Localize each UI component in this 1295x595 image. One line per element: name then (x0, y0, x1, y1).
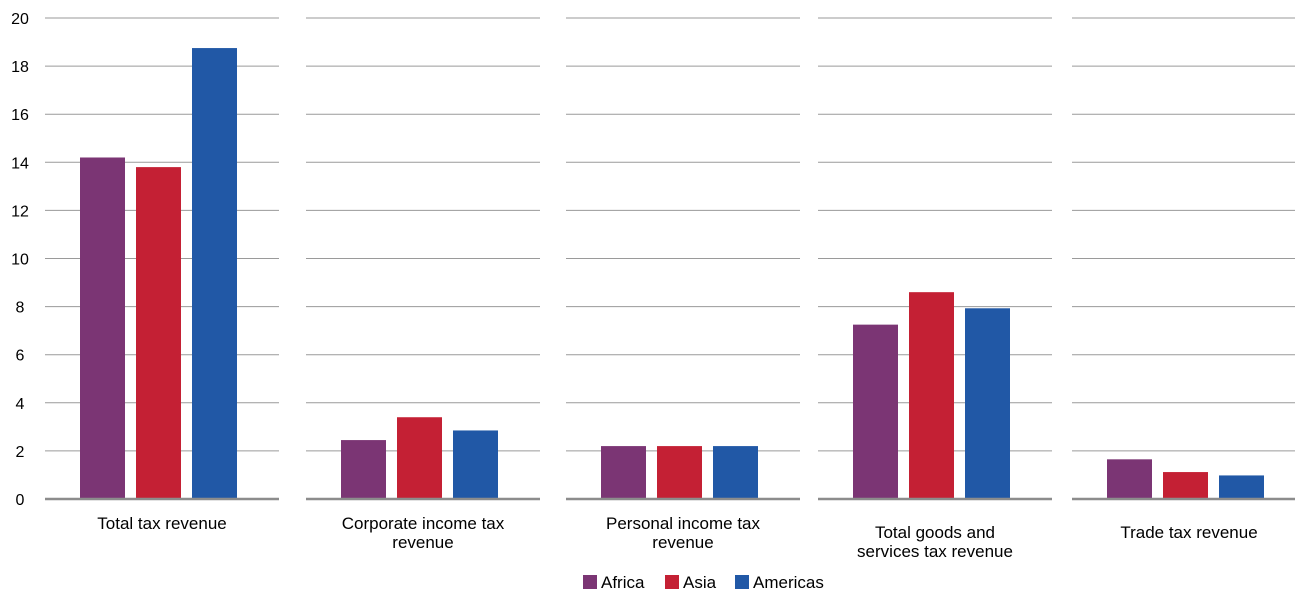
category-label-2: Personal income tax revenue (606, 514, 761, 552)
bar-africa-2 (601, 446, 646, 499)
legend-label-asia: Asia (683, 573, 717, 592)
bar-americas-2 (713, 446, 758, 499)
y-tick-label: 18 (11, 59, 29, 76)
category-label-0: Total tax revenue (97, 514, 226, 533)
y-tick-label: 10 (11, 252, 29, 269)
legend-label-africa: Africa (601, 573, 645, 592)
y-tick-label: 8 (16, 300, 25, 317)
bar-africa-1 (341, 440, 386, 499)
y-tick-label: 16 (11, 107, 29, 124)
bar-africa-4 (1107, 459, 1152, 499)
y-tick-label: 6 (16, 348, 25, 365)
bar-americas-1 (453, 430, 498, 499)
legend-label-americas: Americas (753, 573, 824, 592)
category-label-4: Trade tax revenue (1120, 523, 1257, 542)
y-tick-label: 20 (11, 11, 29, 28)
y-tick-label: 4 (16, 396, 25, 413)
category-labels: Total tax revenue Corporate income tax rev… (97, 514, 1257, 561)
legend-swatch-americas (735, 575, 749, 589)
bar-americas-3 (965, 308, 1010, 499)
category-label-1: Corporate income tax revenue (342, 514, 505, 552)
bar-asia-4 (1163, 472, 1208, 499)
bars (80, 48, 1264, 500)
y-tick-label: 2 (16, 444, 25, 461)
legend-swatch-asia (665, 575, 679, 589)
bar-asia-3 (909, 292, 954, 499)
y-axis-ticks: 0 2 4 6 8 10 12 14 16 18 20 (11, 11, 29, 509)
category-label-3: Total goods and services tax revenue (857, 523, 1013, 561)
bar-americas-0 (192, 48, 237, 499)
bar-africa-3 (853, 324, 898, 499)
y-tick-label: 0 (16, 492, 25, 509)
y-tick-label: 14 (11, 155, 29, 172)
bar-asia-2 (657, 446, 702, 499)
bar-asia-0 (136, 167, 181, 500)
legend: Africa Asia Americas (583, 573, 824, 592)
bar-africa-0 (80, 157, 125, 500)
bar-americas-4 (1219, 475, 1264, 499)
y-tick-label: 12 (11, 203, 29, 220)
legend-swatch-africa (583, 575, 597, 589)
bar-asia-1 (397, 417, 442, 499)
